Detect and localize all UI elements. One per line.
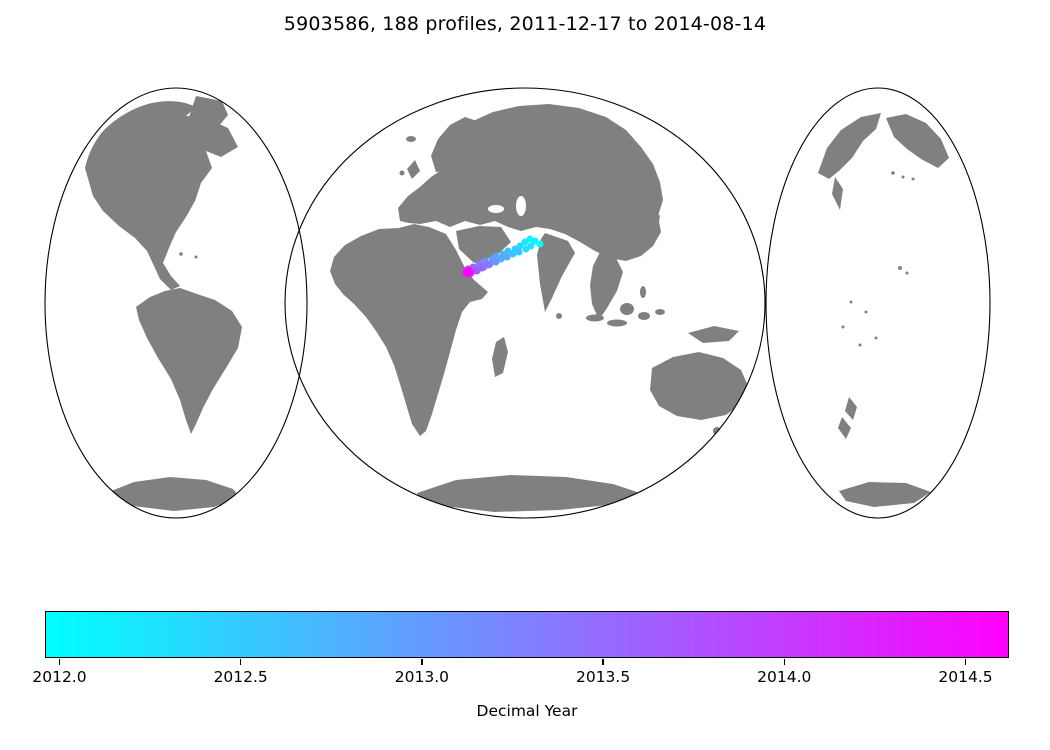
island-new-zealand-south [838,417,851,439]
hawaii-island [898,266,902,270]
island-ireland [399,170,405,176]
island-philippines [640,286,646,298]
arctic-islands [142,108,158,116]
profile-point [515,248,523,256]
pacific-island [864,310,868,314]
caribbean-island [147,245,151,249]
float-trajectory [462,235,544,278]
island-great-britain [407,160,420,179]
island-iceland [406,136,416,142]
map-lobe-afroeurasia-outline [284,87,766,519]
profile-point [522,245,530,253]
antarctica-east [839,482,931,507]
colorbar-tick-mark [58,659,61,665]
island-java [607,319,627,327]
map-lobe-pacific-ocean [766,88,990,518]
lobe-afroeurasia-land [330,104,748,512]
caribbean-island [161,249,165,253]
region-northeast-siberia [818,113,881,179]
aleutian-island [901,175,905,179]
island-madagascar [492,337,508,377]
black-sea [488,205,504,213]
island-sri-lanka [556,313,562,319]
hawaii-island [905,271,909,275]
antarctica-central [417,475,643,512]
caribbean-island [194,255,198,259]
colorbar-tick-mark [421,659,423,665]
colorbar-tick-label: 2014.5 [938,668,993,686]
profile-point [503,253,511,261]
pacific-island [858,343,862,347]
caribbean-island [179,252,183,256]
continent-australia [650,352,748,420]
colorbar-tick-mark [783,659,786,665]
arctic-islands [122,117,134,125]
colorbar-tick-label: 2012.5 [213,668,268,686]
island-new-guinea [688,326,739,343]
region-scandinavia [431,117,477,172]
profile-point [492,258,500,266]
region-southeast-asia [590,252,623,320]
colorbar-tick-mark [239,659,242,665]
pacific-island [849,300,853,304]
island-sumatra [586,314,604,322]
map-lobe-americas-outline [44,87,308,519]
region-india [537,233,575,312]
region-alaska [886,114,949,168]
colorbar-gradient [45,611,1009,658]
colorbar-tick-label: 2013.0 [394,668,450,686]
colorbar-tick-label: 2013.5 [575,668,631,686]
island-greenland [189,96,228,136]
caspian-sea [516,196,526,216]
island-sulawesi [638,312,650,320]
colorbar-tick-label: 2014.0 [757,668,812,686]
colorbar-axis-label: Decimal Year [476,702,578,720]
island-new-zealand-north [845,397,857,420]
colorbar-tick-mark [602,659,604,665]
aleutian-island [911,177,915,181]
continent-africa [330,224,488,436]
antarctica-west [106,477,241,511]
island-japan [648,206,660,233]
continent-north-america [85,101,238,291]
pacific-island [841,325,845,329]
colorbar-tick-mark [964,659,967,665]
lobe-pacific-land [818,113,949,507]
island-borneo [620,303,634,315]
profile-point [521,238,529,246]
island-moluccas [655,309,665,315]
profile-point [464,269,472,277]
colorbar-tick-label: 2012.0 [32,668,87,686]
pacific-island [874,336,878,340]
map-lobe-pacific-outline [765,87,991,519]
figure-title: 5903586, 188 profiles, 2011-12-17 to 201… [283,13,767,35]
lobe-americas-land [85,96,242,511]
aleutian-island [891,171,895,175]
region-kamchatka [832,177,843,210]
continent-south-america [136,288,242,434]
